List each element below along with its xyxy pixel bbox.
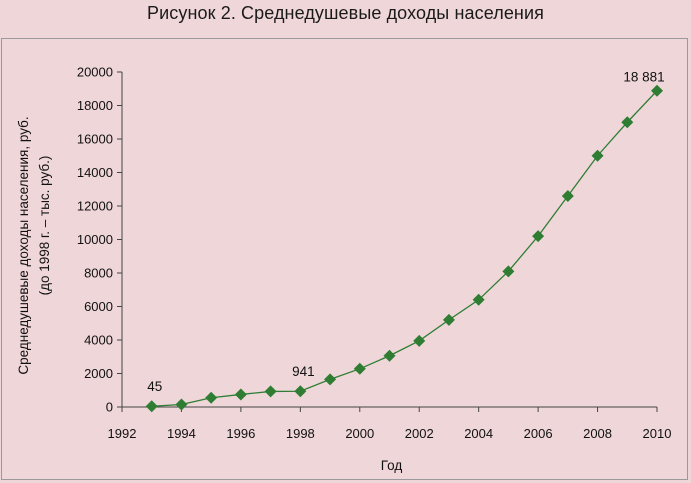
data-label: 941: [292, 364, 315, 379]
data-point-marker: [324, 373, 337, 386]
x-tick-label: 2000: [345, 426, 374, 441]
data-point-marker: [413, 334, 426, 347]
y-tick-label: 18000: [77, 98, 113, 113]
x-tick-label: 2004: [464, 426, 493, 441]
y-tick-label: 16000: [77, 132, 113, 147]
data-point-marker: [561, 189, 574, 202]
x-axis-label: Год: [381, 458, 403, 473]
data-point-marker: [145, 400, 158, 413]
data-point-marker: [472, 293, 485, 306]
data-point-marker: [621, 116, 634, 129]
data-labels: 45 941 18 881: [147, 70, 664, 395]
data-point-marker: [502, 265, 515, 278]
y-tick-label: 20000: [77, 65, 113, 80]
data-point-marker: [353, 362, 366, 375]
y-tick-label: 8000: [84, 266, 113, 281]
y-tick-label: 10000: [77, 232, 113, 247]
data-point-marker: [234, 388, 247, 401]
y-tick-label: 6000: [84, 299, 113, 314]
y-tick-label: 14000: [77, 165, 113, 180]
x-tick-label: 1998: [286, 426, 315, 441]
data-point-marker: [264, 385, 277, 398]
data-point-marker: [591, 149, 604, 162]
x-tick-label: 1992: [108, 426, 137, 441]
x-tick-label: 1994: [167, 426, 196, 441]
x-tick-label: 1996: [226, 426, 255, 441]
data-point-marker: [651, 84, 663, 97]
series-line: [151, 90, 658, 407]
data-point-marker: [532, 230, 545, 243]
x-axis-ticks: 1992 1994 1996 1998 2000 2002 2004 2006 2008 2010: [108, 407, 672, 441]
x-tick-label: 2008: [583, 426, 612, 441]
y-tick-label: 12000: [77, 199, 113, 214]
y-axis-label: Среднедушевые доходы населения, руб. (до…: [16, 116, 52, 374]
x-tick-label: 2006: [524, 426, 553, 441]
data-label: 45: [147, 379, 162, 394]
data-point-marker: [383, 349, 396, 362]
y-axis-label-line-2: (до 1998 г. – тыс. руб.): [37, 156, 52, 296]
y-tick-label: 2000: [84, 366, 113, 381]
data-point-marker: [294, 385, 307, 398]
y-tick-label: 0: [106, 400, 113, 415]
y-axis-label-line-1: Среднедушевые доходы населения, руб.: [16, 116, 31, 374]
y-tick-label: 4000: [84, 333, 113, 348]
x-tick-label: 2002: [405, 426, 434, 441]
data-point-marker: [442, 313, 455, 326]
series-marks: [145, 84, 663, 413]
data-point-marker: [205, 391, 218, 404]
x-tick-label: 2010: [643, 426, 672, 441]
figure-title: Рисунок 2. Среднедушевые доходы населени…: [147, 3, 544, 23]
data-point-marker: [175, 398, 188, 411]
data-label: 18 881: [623, 70, 664, 85]
y-axis-ticks: 0 2000 4000 6000 8000 10000 12000 14000 16000 180…: [77, 65, 122, 415]
chart-frame: [1, 38, 688, 480]
